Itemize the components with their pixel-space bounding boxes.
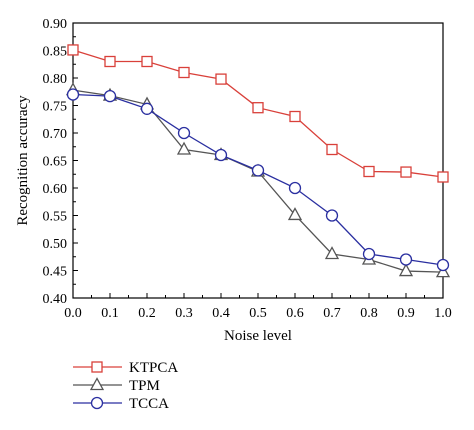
data-point-ktpca [326,143,338,156]
x-tick-label: 0.6 [286,306,304,321]
data-point-tcca [214,148,228,162]
data-point-ktpca [437,171,449,183]
data-point-tcca [325,209,339,222]
x-tick-label: 0.2 [138,306,156,321]
x-tick-label: 0.0 [64,306,82,321]
legend-item-tpm: TPM [73,377,160,394]
data-point-ktpca [252,102,264,114]
data-point-ktpca [363,165,375,178]
x-tick-label: 0.1 [101,306,119,321]
x-tick-label: 0.5 [249,306,267,321]
legend-marker [91,361,103,373]
data-point-ktpca [178,66,190,79]
legend: KTPCA TPM TCCA [73,360,178,412]
y-tick-label: 0.60 [43,182,68,197]
legend-item-tcca: TCCA [73,396,169,412]
y-tick-label: 0.40 [43,292,68,307]
x-tick-label: 1.0 [434,306,452,321]
series-line-tpm [72,89,444,273]
legend-item-ktpca: KTPCA [73,360,178,376]
data-point-ktpca [104,55,116,68]
data-point-tcca [362,247,376,261]
series-ktpca [67,44,449,183]
data-point-tcca [140,102,154,115]
x-tick-label: 0.4 [212,306,230,321]
series-layer [65,44,451,278]
y-tick-label: 0.75 [43,100,68,115]
data-point-tcca [66,88,80,101]
series-line-tcca [72,93,444,266]
data-point-ktpca [67,44,79,56]
data-point-tcca [177,126,191,140]
x-tick-label: 0.9 [397,306,415,321]
y-tick-label: 0.80 [43,72,68,87]
y-tick-label: 0.90 [43,17,68,32]
legend-marker [90,396,104,410]
data-point-tpm [398,263,414,277]
y-tick-label: 0.50 [43,237,68,252]
legend-label: TPM [129,378,160,394]
data-point-tcca [399,253,413,266]
x-tick-label: 0.8 [360,306,378,321]
data-point-tpm [324,246,340,260]
data-point-ktpca [289,110,301,123]
data-point-ktpca [141,55,153,68]
data-point-tcca [436,258,450,272]
y-tick-label: 0.70 [43,127,68,142]
y-tick-label: 0.55 [43,210,68,225]
legend-label: KTPCA [129,360,178,376]
x-tick-label: 0.7 [323,306,341,321]
series-line-ktpca [72,49,444,178]
axes: 0.0 0.1 0.2 0.3 0.4 0.5 0.6 0.7 0.8 0.9 1.0 0.40 0.4… [43,17,452,321]
y-tick-label: 0.85 [43,45,68,60]
data-point-tpm [176,141,192,155]
y-axis-label: Recognition accuracy [15,95,31,226]
y-tick-label: 0.45 [43,265,68,280]
legend-label: TCCA [129,396,169,412]
data-point-tcca [288,181,302,195]
legend-marker [89,377,105,391]
data-point-tpm [287,207,303,221]
data-point-tcca [251,164,265,177]
data-point-ktpca [215,73,227,85]
data-point-tcca [103,90,117,103]
series-tcca [66,88,450,272]
data-point-ktpca [400,166,412,178]
x-tick-label: 0.3 [175,306,193,321]
y-tick-label: 0.65 [43,155,68,170]
x-axis-label: Noise level [224,328,292,344]
